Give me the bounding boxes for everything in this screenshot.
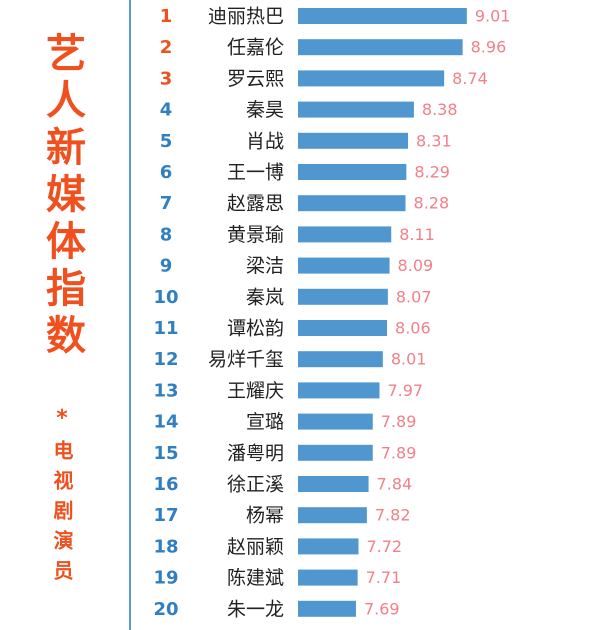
bar (298, 444, 373, 461)
value-label: 8.38 (422, 100, 458, 119)
bar (298, 8, 467, 24)
rank-label: 1 (160, 6, 173, 27)
rank-label: 10 (153, 287, 178, 308)
value-label: 7.84 (377, 475, 413, 494)
bar (298, 413, 373, 430)
bar (298, 226, 392, 243)
value-label: 8.09 (398, 256, 434, 275)
value-label: 8.96 (471, 38, 507, 57)
bar (298, 507, 367, 524)
category-label: 杨幂 (246, 505, 284, 527)
rank-label: 15 (153, 443, 178, 464)
rank-label: 17 (153, 505, 178, 526)
rank-label: 12 (153, 349, 178, 370)
value-label: 8.11 (399, 225, 435, 244)
value-label: 7.89 (381, 412, 417, 431)
rank-label: 14 (153, 412, 178, 433)
bar (298, 288, 388, 305)
rank-label: 8 (160, 224, 173, 245)
rank-label: 18 (153, 536, 178, 557)
category-label: 肖战 (246, 130, 284, 152)
value-label: 7.97 (387, 381, 423, 400)
category-label: 赵丽颖 (227, 536, 284, 558)
category-label: 朱一龙 (227, 598, 284, 620)
category-label: 王一博 (227, 162, 284, 184)
value-label: 7.72 (366, 537, 402, 556)
category-label: 黄景瑜 (227, 224, 284, 246)
value-label: 8.31 (416, 131, 452, 150)
value-label: 8.01 (391, 350, 427, 369)
bar (298, 39, 463, 56)
bar (298, 164, 407, 180)
category-label: 秦昊 (246, 99, 284, 121)
category-label: 秦岚 (246, 286, 284, 308)
bar (298, 600, 356, 617)
title-separator: * (56, 406, 68, 431)
bar (298, 320, 388, 336)
value-label: 9.01 (475, 7, 511, 26)
category-label: 迪丽热巴 (208, 6, 284, 28)
bar (298, 382, 380, 399)
category-label: 谭松韵 (227, 318, 284, 340)
bar (298, 569, 358, 586)
value-label: 7.89 (381, 443, 417, 462)
bar (298, 70, 445, 87)
rank-label: 16 (153, 474, 178, 495)
rank-label: 6 (160, 162, 173, 183)
bar (298, 476, 369, 492)
rank-label: 13 (153, 380, 178, 401)
rank-label: 20 (153, 599, 178, 620)
category-label: 徐正溪 (227, 474, 284, 496)
rank-label: 4 (160, 100, 173, 121)
rank-label: 9 (160, 256, 173, 277)
category-label: 宣璐 (246, 411, 284, 433)
category-label: 易烊千玺 (208, 349, 284, 371)
category-label: 陈建斌 (227, 567, 284, 589)
rank-label: 7 (160, 193, 173, 214)
value-label: 8.06 (395, 319, 431, 338)
category-label: 王耀庆 (227, 380, 284, 402)
rank-label: 19 (153, 568, 178, 589)
value-label: 8.07 (396, 287, 432, 306)
bar (298, 195, 406, 212)
value-label: 7.69 (364, 599, 400, 618)
category-label: 潘粤明 (227, 442, 284, 464)
value-label: 8.29 (414, 163, 450, 182)
value-label: 8.74 (452, 69, 488, 88)
rank-label: 11 (153, 318, 178, 339)
category-label: 罗云熙 (227, 68, 284, 90)
rank-label: 5 (160, 131, 173, 152)
chart-subtitle: 电视剧演员 (50, 440, 74, 590)
bar (298, 132, 409, 149)
rank-label: 2 (160, 37, 173, 58)
category-label: 梁洁 (246, 255, 284, 277)
chart-title: 艺人新媒体指数 (39, 32, 85, 361)
bar (298, 351, 383, 368)
category-label: 任嘉伦 (227, 37, 284, 59)
bar (298, 101, 414, 118)
value-label: 8.28 (414, 194, 450, 213)
bar (298, 538, 359, 555)
category-label: 赵露思 (227, 193, 284, 215)
value-label: 7.71 (366, 568, 402, 587)
value-label: 7.82 (375, 506, 411, 525)
bar (298, 257, 390, 274)
rank-label: 3 (160, 68, 173, 89)
